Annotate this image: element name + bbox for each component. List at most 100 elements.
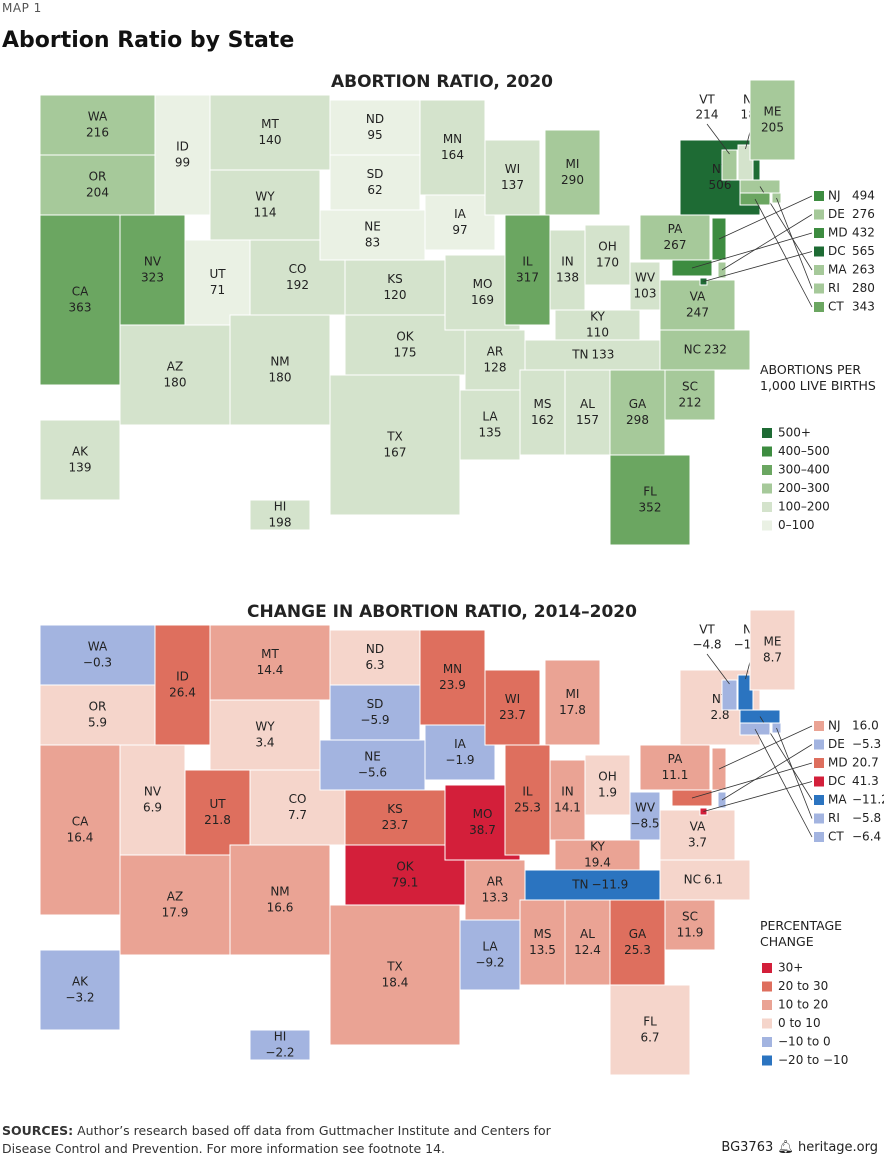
leader — [754, 198, 813, 308]
state-abbr: CO — [289, 792, 307, 806]
state — [549, 229, 586, 311]
state-value: 317 — [516, 271, 539, 285]
state-abbr: KY — [590, 310, 605, 324]
state-value: 120 — [384, 288, 407, 302]
state-value: 17.9 — [162, 906, 189, 920]
legend-swatch — [762, 502, 772, 512]
state — [459, 919, 521, 991]
state-value: 323 — [141, 271, 164, 285]
callout-swatch — [814, 832, 824, 842]
state-value: 11.9 — [677, 926, 704, 940]
state-value: 79.1 — [392, 876, 419, 890]
callout-abbr: CT — [828, 300, 844, 314]
state — [484, 139, 541, 216]
state-abbr: HI — [274, 1030, 287, 1044]
state — [749, 609, 796, 691]
state-value: −2.2 — [265, 1046, 294, 1060]
callout-abbr: DC — [828, 774, 846, 788]
state — [249, 499, 311, 531]
callout-value: 565 — [852, 244, 875, 258]
state-value: −5.6 — [358, 766, 387, 780]
state — [344, 789, 446, 846]
state-abbr: OK — [396, 330, 414, 344]
state-value: 25.3 — [624, 943, 651, 957]
state-value: 11.1 — [662, 768, 689, 782]
state-value: −0.3 — [83, 656, 112, 670]
state — [629, 791, 661, 841]
state — [424, 194, 496, 251]
state-value: 198 — [269, 516, 292, 530]
callout-swatch — [814, 302, 824, 312]
state-abbr: ME — [764, 105, 782, 119]
state — [184, 769, 251, 856]
state-value: 164 — [441, 148, 464, 162]
state-abbr: IL — [522, 255, 533, 269]
state — [119, 854, 231, 956]
legend-swatch — [762, 1000, 772, 1010]
callout-abbr: CT — [828, 830, 844, 844]
state-value: 6.3 — [365, 658, 384, 672]
state-abbr: ND — [366, 642, 384, 656]
callout-abbr: MD — [828, 756, 848, 770]
callout-swatch — [814, 228, 824, 238]
state — [504, 744, 551, 856]
callout-swatch — [814, 813, 824, 824]
leader — [718, 195, 813, 240]
state-abbr: WV — [635, 271, 656, 285]
state-abbr: WY — [255, 190, 275, 204]
state-abbr: CO — [289, 262, 307, 276]
state-value: 135 — [479, 426, 502, 440]
state — [659, 859, 751, 901]
sources: SOURCES: Author’s research based off dat… — [2, 1122, 602, 1158]
callout-swatch — [814, 739, 824, 750]
state-value: 363 — [69, 301, 92, 315]
state-value: 95 — [367, 128, 382, 142]
state-abbr: IN — [561, 785, 574, 799]
state — [209, 169, 321, 241]
state — [664, 899, 716, 951]
state-value: 3.7 — [688, 836, 707, 850]
callout-value: 16.0 — [852, 719, 879, 733]
state-abbr: VT — [699, 623, 715, 637]
legend-label: 200–300 — [778, 481, 830, 495]
legend-swatch — [762, 1055, 772, 1066]
state — [659, 279, 736, 331]
callout-value: −11.2 — [852, 793, 884, 807]
state-abbr: VA — [690, 820, 706, 834]
state-value: 162 — [531, 413, 554, 427]
state-abbr: SD — [367, 697, 384, 711]
state-value: −9.2 — [475, 956, 504, 970]
callout-abbr: NJ — [828, 189, 841, 203]
state-value: 247 — [686, 306, 709, 320]
state-value: 267 — [664, 238, 687, 252]
callout-value: 432 — [852, 226, 875, 240]
state-abbr: PA — [668, 222, 683, 236]
state — [459, 389, 521, 461]
state — [209, 624, 331, 701]
callout-value: −6.4 — [852, 830, 881, 844]
state-value: 167 — [384, 446, 407, 460]
map-title: ABORTION RATIO, 2020 — [331, 72, 553, 92]
state-abbr: MO — [473, 807, 493, 821]
leader — [703, 781, 813, 812]
legend-label: 20 to 30 — [778, 979, 828, 993]
state-abbr: UT — [209, 797, 226, 811]
state-abbr: SC — [682, 910, 698, 924]
state — [229, 844, 331, 956]
state — [664, 369, 716, 421]
state-value: 38.7 — [469, 823, 496, 837]
sources-label: SOURCES: — [2, 1123, 74, 1138]
callout-abbr: MA — [828, 793, 847, 807]
callout-value: −5.8 — [852, 811, 881, 825]
state-value: 138 — [556, 271, 579, 285]
state-value: 62 — [367, 183, 382, 197]
state-abbr: IL — [522, 785, 533, 799]
state-abbr: TX — [386, 430, 403, 444]
callout-abbr: DE — [828, 207, 845, 221]
legend-label: 30+ — [778, 961, 803, 975]
state-value: 2.8 — [710, 708, 729, 722]
state — [721, 149, 738, 181]
callout-abbr: DE — [828, 737, 845, 751]
state — [544, 129, 601, 216]
headline: Abortion Ratio by State — [2, 28, 295, 53]
